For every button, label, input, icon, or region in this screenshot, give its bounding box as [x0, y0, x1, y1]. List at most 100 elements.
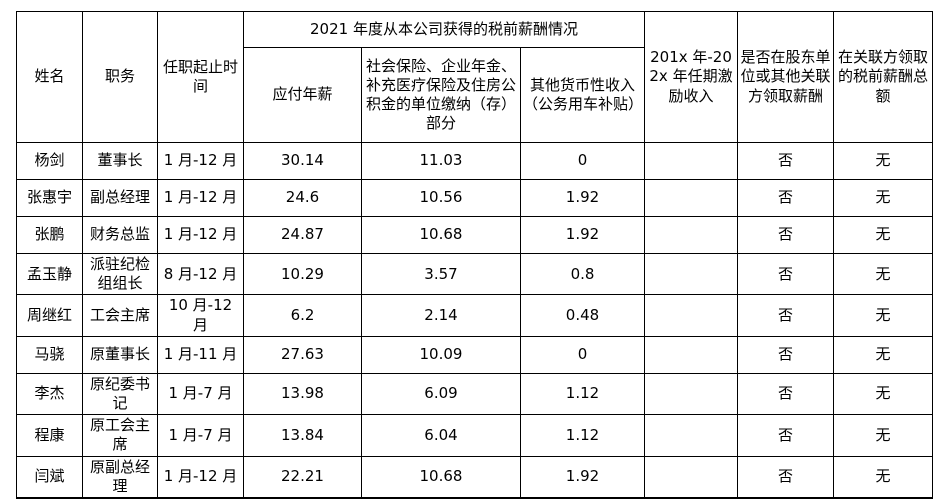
- cell-related-total: 无: [833, 216, 933, 254]
- table-row: 闫斌 原副总经理 1 月-12 月 22.21 10.68 1.92 否无: [16, 455, 933, 499]
- cell-name: 杨剑: [16, 142, 83, 180]
- cell-salary: 22.21: [243, 455, 362, 499]
- cell-salary: 30.14: [243, 142, 362, 180]
- cell-incentive: [644, 455, 738, 499]
- cell-other: 1.12: [520, 414, 645, 457]
- header-incentive: 201x 年-202x 年任期激励收入: [644, 11, 738, 143]
- header-term: 任职起止时间: [157, 11, 244, 143]
- cell-term: 1 月-7 月: [157, 372, 244, 416]
- cell-name: 马骁: [16, 335, 83, 374]
- cell-term: 1 月-12 月: [157, 179, 244, 217]
- cell-name: 程康: [16, 414, 83, 457]
- header-related-total: 在关联方领取的税前薪酬总额: [833, 11, 933, 143]
- cell-term: 1 月-11 月: [157, 335, 244, 374]
- cell-other: 1.92: [520, 179, 645, 217]
- cell-name: 张鹏: [16, 216, 83, 254]
- cell-term: 10 月-12 月: [157, 294, 244, 337]
- cell-related-total: 无: [833, 414, 933, 457]
- cell-related: 否: [737, 294, 834, 337]
- header-position: 职务: [82, 11, 158, 143]
- cell-position: 工会主席: [82, 294, 158, 337]
- cell-term: 1 月-7 月: [157, 414, 244, 457]
- cell-other: 0: [520, 335, 645, 374]
- cell-related: 否: [737, 142, 834, 180]
- cell-insurance: 2.14: [361, 294, 521, 337]
- cell-insurance: 6.09: [361, 372, 521, 416]
- header-row-top: 姓名 职务 任职起止时间 2021 年度从本公司获得的税前薪酬情况 201x 年…: [16, 11, 933, 143]
- cell-name: 周继红: [16, 294, 83, 337]
- cell-incentive: [644, 179, 738, 217]
- cell-position: 财务总监: [82, 216, 158, 254]
- cell-salary: 10.29: [243, 252, 362, 296]
- cell-position: 原纪委书记: [82, 372, 158, 416]
- cell-salary: 13.84: [243, 414, 362, 457]
- table-row: 程康 原工会主席 1 月-7 月 13.84 6.04 1.12 否无: [16, 414, 933, 457]
- cell-insurance: 11.03: [361, 142, 521, 180]
- table-row: 周继红 工会主席 10 月-12 月 6.2 2.14 0.48 否无: [16, 294, 933, 337]
- cell-name: 闫斌: [16, 455, 83, 499]
- cell-related-total: 无: [833, 372, 933, 416]
- cell-salary: 13.98: [243, 372, 362, 416]
- cell-position: 原工会主席: [82, 414, 158, 457]
- header-compensation-group: 2021 年度从本公司获得的税前薪酬情况: [243, 11, 645, 48]
- cell-insurance: 10.56: [361, 179, 521, 217]
- cell-related: 否: [737, 216, 834, 254]
- cell-related-total: 无: [833, 252, 933, 296]
- table-row: 杨剑 董事长 1 月-12 月 30.14 11.03 0 否无: [16, 142, 933, 180]
- cell-position: 董事长: [82, 142, 158, 180]
- cell-related: 否: [737, 335, 834, 374]
- table-row: 马骁 原董事长 1 月-11 月 27.63 10.09 0 否无: [16, 335, 933, 374]
- cell-related-total: 无: [833, 455, 933, 499]
- table-header: 姓名 职务 任职起止时间 2021 年度从本公司获得的税前薪酬情况 201x 年…: [16, 11, 933, 143]
- cell-other: 1.12: [520, 372, 645, 416]
- cell-term: 8 月-12 月: [157, 252, 244, 296]
- cell-salary: 24.6: [243, 179, 362, 217]
- executive-salary-table: 姓名 职务 任职起止时间 2021 年度从本公司获得的税前薪酬情况 201x 年…: [16, 11, 933, 499]
- header-row-sub: 应付年薪 社会保险、企业年金、补充医疗保险及住房公积金的单位缴纳（存）部分 其他…: [17, 47, 933, 143]
- cell-insurance: 10.09: [361, 335, 521, 374]
- cell-incentive: [644, 142, 738, 180]
- cell-related: 否: [737, 455, 834, 499]
- cell-position: 派驻纪检组组长: [82, 252, 158, 296]
- cell-name: 张惠宇: [16, 179, 83, 217]
- cell-related-total: 无: [833, 294, 933, 337]
- table-row: 孟玉静 派驻纪检组组长 8 月-12 月 10.29 3.57 0.8 否无: [16, 252, 933, 296]
- cell-salary: 24.87: [243, 216, 362, 254]
- cell-incentive: [644, 335, 738, 374]
- header-other-income: 其他货币性收入（公务用车补贴）: [520, 47, 645, 143]
- cell-incentive: [644, 216, 738, 254]
- cell-incentive: [644, 294, 738, 337]
- cell-incentive: [644, 372, 738, 416]
- cell-insurance: 10.68: [361, 216, 521, 254]
- table-row: 张鹏 财务总监 1 月-12 月 24.87 10.68 1.92 否无: [16, 216, 933, 254]
- cell-salary: 6.2: [243, 294, 362, 337]
- cell-related: 否: [737, 372, 834, 416]
- cell-related: 否: [737, 252, 834, 296]
- cell-other: 0.8: [520, 252, 645, 296]
- table-row: 张惠宇 副总经理 1 月-12 月 24.6 10.56 1.92 否无: [16, 179, 933, 217]
- cell-related-total: 无: [833, 179, 933, 217]
- cell-other: 1.92: [520, 216, 645, 254]
- cell-position: 原副总经理: [82, 455, 158, 499]
- header-insurance: 社会保险、企业年金、补充医疗保险及住房公积金的单位缴纳（存）部分: [361, 47, 521, 143]
- header-salary: 应付年薪: [243, 47, 362, 143]
- cell-term: 1 月-12 月: [157, 216, 244, 254]
- cell-related: 否: [737, 179, 834, 217]
- cell-related-total: 无: [833, 142, 933, 180]
- cell-salary: 27.63: [243, 335, 362, 374]
- cell-name: 孟玉静: [16, 252, 83, 296]
- cell-term: 1 月-12 月: [157, 455, 244, 499]
- cell-incentive: [644, 252, 738, 296]
- cell-other: 1.92: [520, 455, 645, 499]
- cell-related-total: 无: [833, 335, 933, 374]
- cell-insurance: 10.68: [361, 455, 521, 499]
- cell-related: 否: [737, 414, 834, 457]
- cell-other: 0.48: [520, 294, 645, 337]
- cell-term: 1 月-12 月: [157, 142, 244, 180]
- table-row: 李杰 原纪委书记 1 月-7 月 13.98 6.09 1.12 否无: [16, 372, 933, 416]
- cell-incentive: [644, 414, 738, 457]
- table-body: 杨剑 董事长 1 月-12 月 30.14 11.03 0 否无张惠宇 副总经理 1 月-12 …: [16, 142, 933, 499]
- cell-name: 李杰: [16, 372, 83, 416]
- cell-insurance: 3.57: [361, 252, 521, 296]
- cell-position: 副总经理: [82, 179, 158, 217]
